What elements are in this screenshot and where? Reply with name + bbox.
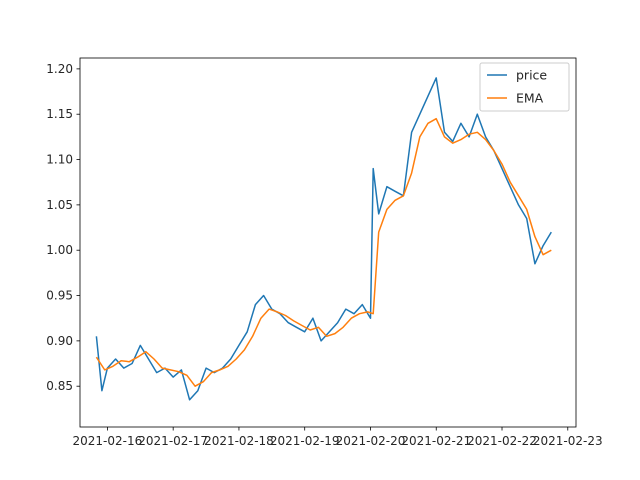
y-tick-label: 1.05 <box>46 198 73 212</box>
y-tick-label: 1.10 <box>46 153 73 167</box>
y-axis-ticks: 0.85 0.90 0.95 1.00 1.05 1.10 1.15 1.20 <box>46 62 80 393</box>
legend-label-price: price <box>516 68 547 83</box>
series-line-price <box>95 77 552 401</box>
plot-area <box>80 58 576 427</box>
plot-frame <box>79 57 577 428</box>
x-tick-label: 2021-02-17 <box>138 434 208 448</box>
legend-label-ema: EMA <box>516 91 544 106</box>
x-tick-label: 2021-02-16 <box>73 434 143 448</box>
series-line-ema <box>95 117 552 387</box>
x-tick-label: 2021-02-18 <box>204 434 274 448</box>
x-tick-label: 2021-02-19 <box>270 434 340 448</box>
y-tick-label: 0.95 <box>46 289 73 303</box>
x-tick-label: 2021-02-21 <box>401 434 471 448</box>
x-axis-ticks: 2021-02-162021-02-172021-02-182021-02-19… <box>73 427 603 448</box>
y-tick-label: 1.00 <box>46 243 73 257</box>
legend: price EMA <box>479 62 570 112</box>
y-tick-label: 1.15 <box>46 107 73 121</box>
x-tick-label: 2021-02-23 <box>533 434 603 448</box>
y-tick-label: 0.90 <box>46 334 73 348</box>
x-tick-label: 2021-02-20 <box>336 434 406 448</box>
series-layer <box>95 77 552 401</box>
y-tick-label: 1.20 <box>46 62 73 76</box>
y-tick-label: 0.85 <box>46 379 73 393</box>
x-tick-label: 2021-02-22 <box>467 434 537 448</box>
